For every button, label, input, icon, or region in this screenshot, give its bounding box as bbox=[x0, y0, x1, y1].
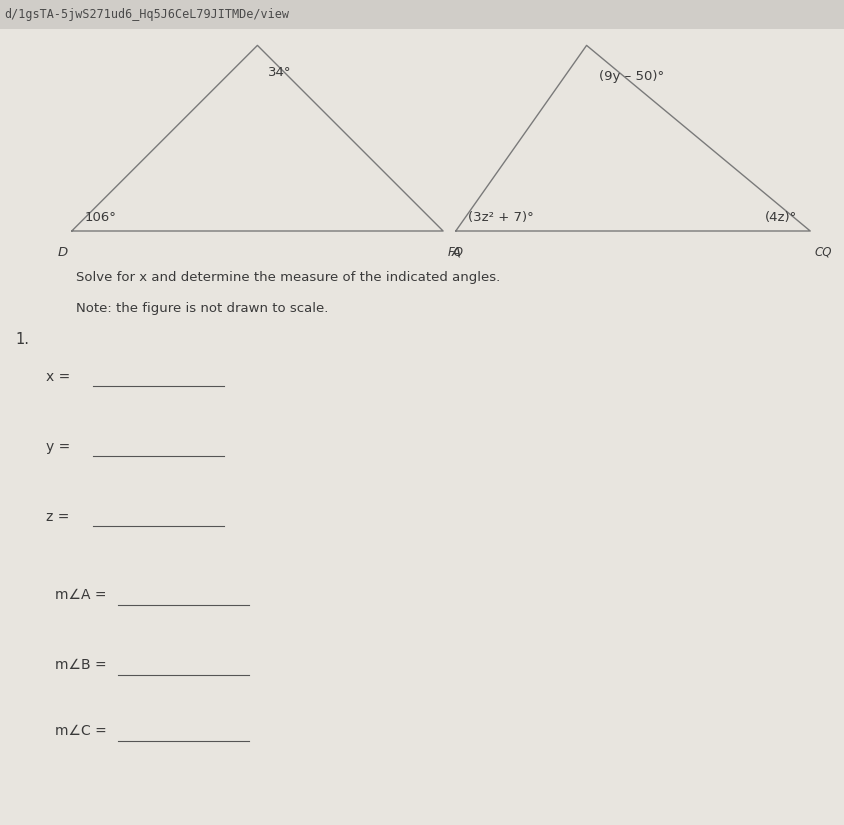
Bar bbox=[0, 0, 844, 29]
Text: Note: the figure is not drawn to scale.: Note: the figure is not drawn to scale. bbox=[76, 302, 328, 315]
Text: m∠A =: m∠A = bbox=[55, 588, 106, 602]
Text: Solve for x and determine the measure of the indicated angles.: Solve for x and determine the measure of… bbox=[76, 271, 500, 284]
Text: m∠C =: m∠C = bbox=[55, 724, 106, 738]
Text: d/1gsTA-5jwS271ud6_Hq5J6CeL79JITMDe/view: d/1gsTA-5jwS271ud6_Hq5J6CeL79JITMDe/view bbox=[4, 8, 289, 21]
Text: x =: x = bbox=[46, 370, 71, 384]
Text: (9y – 50)°: (9y – 50)° bbox=[599, 70, 664, 83]
Text: (4z)°: (4z)° bbox=[766, 211, 798, 224]
Text: z =: z = bbox=[46, 510, 70, 524]
Text: CQ: CQ bbox=[814, 246, 832, 259]
Text: 106°: 106° bbox=[84, 211, 116, 224]
Text: (3z² + 7)°: (3z² + 7)° bbox=[468, 211, 534, 224]
Text: m∠B =: m∠B = bbox=[55, 658, 106, 672]
Text: A: A bbox=[452, 246, 461, 259]
Text: 1.: 1. bbox=[15, 332, 30, 347]
Text: FQ: FQ bbox=[447, 246, 463, 259]
Text: D: D bbox=[57, 246, 68, 259]
Text: 34°: 34° bbox=[268, 66, 291, 79]
Text: y =: y = bbox=[46, 440, 71, 454]
